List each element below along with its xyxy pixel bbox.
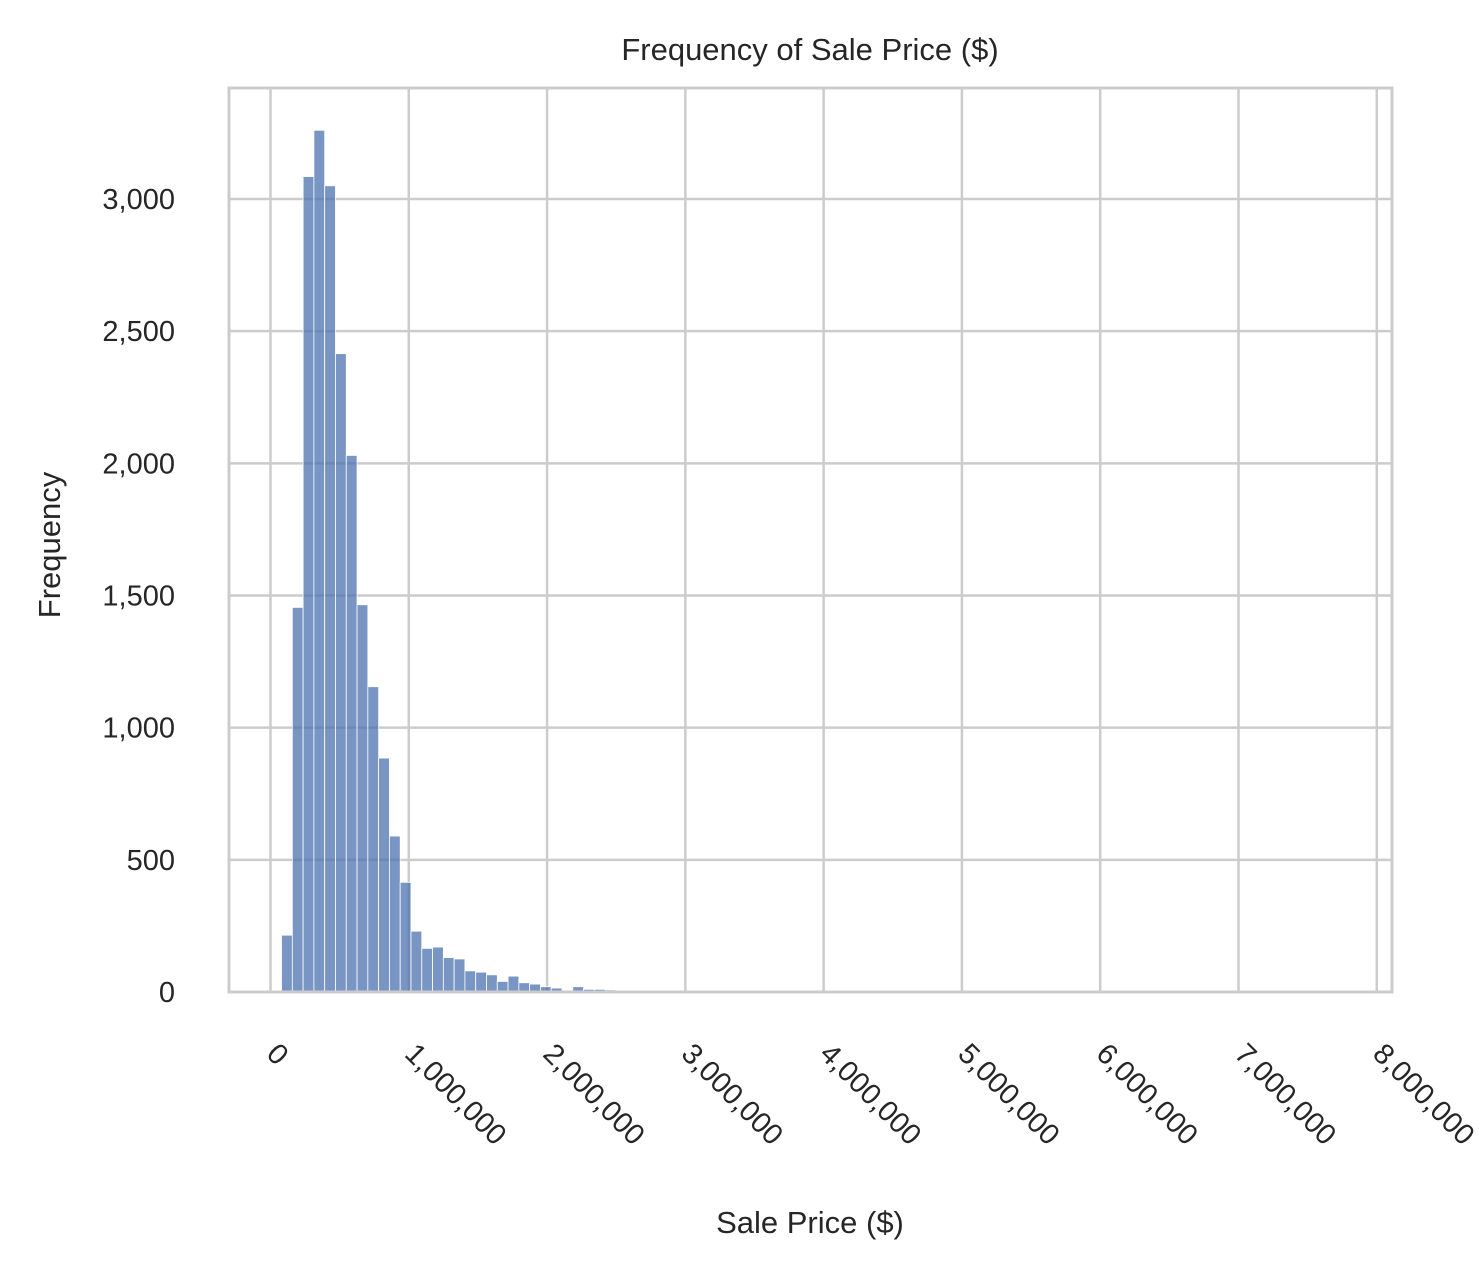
histogram-bar-14: [432, 946, 444, 993]
histogram-bar-4: [324, 185, 336, 993]
y-tick-label-1: 500: [127, 845, 175, 877]
x-tick-label-5: 5,000,000: [952, 1038, 1066, 1152]
x-tick-label-1: 1,000,000: [398, 1038, 512, 1152]
x-tick-label-7: 7,000,000: [1228, 1038, 1342, 1152]
histogram-bar-5: [335, 353, 347, 993]
chart-title: Frequency of Sale Price ($): [621, 32, 998, 67]
histogram-bar-12: [410, 930, 423, 993]
histogram-bar-6: [345, 455, 358, 993]
y-tick-label-4: 2,000: [102, 448, 175, 480]
histogram-bar-15: [442, 957, 455, 993]
histogram-bar-10: [389, 835, 401, 993]
x-tick-label-4: 4,000,000: [813, 1038, 927, 1152]
histogram-bar-17: [464, 970, 477, 993]
y-tick-label-3: 1,500: [102, 581, 175, 613]
x-tick-labels: 0 1,000,000 2,000,000 3,000,000 4,000,000 5,0…: [260, 1038, 1479, 1152]
histogram-bar-13: [421, 947, 433, 993]
histogram-bar-3: [313, 129, 326, 993]
histogram-bar-7: [356, 604, 369, 993]
y-tick-label-5: 2,500: [102, 316, 175, 348]
x-tick-label-8: 8,000,000: [1366, 1038, 1479, 1152]
histogram-bar-19: [486, 974, 498, 993]
plot-frame: [227, 86, 1394, 994]
x-axis-label: Sale Price ($): [716, 1205, 904, 1240]
x-tick-label-6: 6,000,000: [1090, 1038, 1204, 1152]
y-tick-labels: 0 500 1,000 1,500 2,000 2,500 3,000: [102, 184, 175, 1009]
y-axis-label: Frequency: [32, 471, 67, 618]
x-tick-label-2: 2,000,000: [537, 1038, 651, 1152]
histogram-bar-21: [507, 975, 520, 993]
histogram-bar-8: [367, 686, 380, 993]
y-tick-label-6: 3,000: [102, 184, 175, 216]
y-tick-label-0: 0: [159, 977, 175, 1009]
x-tick-label-0: 0: [260, 1038, 294, 1072]
y-tick-label-2: 1,000: [102, 713, 175, 745]
histogram-bar-9: [378, 757, 390, 993]
histogram-bar-18: [475, 971, 487, 993]
grid-lines: [229, 88, 1392, 994]
histogram-bar-16: [453, 958, 466, 993]
histogram-bar-1: [291, 607, 304, 993]
histogram-bar-2: [302, 176, 315, 993]
histogram-bar-11: [399, 881, 412, 993]
x-tick-label-3: 3,000,000: [675, 1038, 789, 1152]
plot-background: [229, 88, 1392, 992]
histogram-bar-0: [281, 934, 293, 993]
histogram-bar-20: [496, 981, 509, 993]
